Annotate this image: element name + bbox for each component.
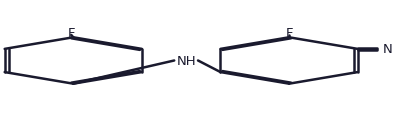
Text: N: N — [383, 43, 392, 56]
Text: F: F — [68, 27, 75, 40]
Text: F: F — [286, 27, 293, 40]
Text: NH: NH — [176, 55, 196, 67]
